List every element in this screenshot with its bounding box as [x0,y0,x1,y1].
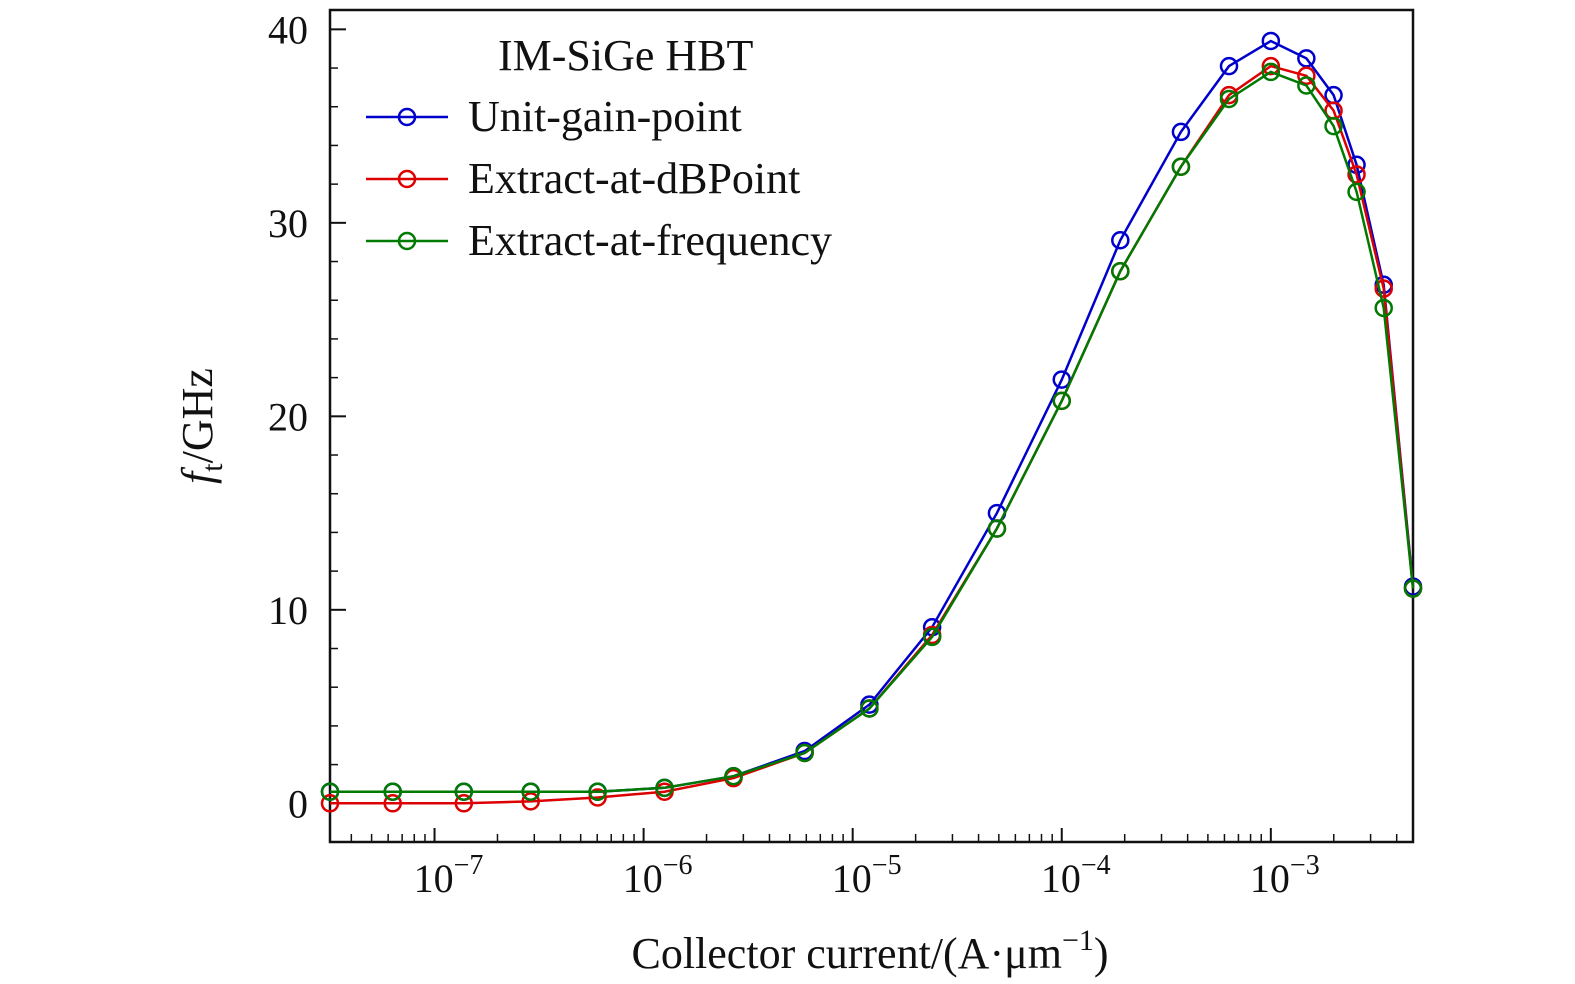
y-tick-label: 0 [288,781,308,826]
series-3-point [1374,298,1393,318]
x-tick-label: 10−7 [414,850,484,901]
series-line-3 [330,70,1415,793]
y-axis-title: ft/GHz [173,368,229,484]
y-tick-label: 40 [268,7,308,52]
series-2-point [1347,165,1366,184]
legend-label-3: Extract-at-frequency [468,216,832,265]
series-3-point [454,782,474,801]
series-1-point [1297,49,1316,68]
x-tick-label-exp: −7 [454,850,484,881]
series-3-point [1261,62,1281,82]
series-3-point [655,778,674,798]
series-2-point [320,794,340,813]
series-2-point [1261,56,1281,76]
series-3-point [1052,391,1072,411]
x-tick-label-base: 10 [1041,856,1081,901]
series-2-point [383,794,402,813]
series-2-point [588,788,607,807]
legend-marker-1 [397,107,417,127]
x-tick-label-base: 10 [414,856,454,901]
series-3-point [1324,116,1343,136]
series-3-point [1347,182,1366,202]
y-axis-title-group: ft/GHz [173,368,229,484]
x-tick-label-base: 10 [1250,856,1290,901]
series-3-point [860,699,879,718]
x-tick-label-base: 10 [832,856,872,901]
series-2-point [454,794,474,813]
series-3-point [588,782,607,801]
series-3-point [320,782,340,801]
x-tick-label: 10−5 [832,850,902,901]
y-tick-label: 20 [268,394,308,439]
x-tick-label-exp: −6 [663,850,693,881]
series-3-point [383,782,402,801]
x-tick-label-exp: −3 [1290,850,1320,881]
y-axis-title-rest: /GHz [173,368,222,463]
series-3-point [1403,579,1423,598]
series-3-point [1219,89,1239,109]
x-tick-label-exp: −4 [1081,850,1111,881]
x-tick-label-exp: −5 [872,850,902,881]
y-tick-label: 10 [268,588,308,633]
major-ticks [330,28,1272,842]
x-tick-label: 10−6 [623,850,693,901]
y-tick-label: 30 [268,201,308,246]
series-2-point [1297,66,1316,86]
series-3-point [1297,76,1316,95]
y-axis-title-sub: t [196,463,229,472]
x-axis-title-close: ) [1094,929,1109,978]
legend-entries: Unit-gain-point Extract-at-dBPoint Extract… [366,92,832,265]
legend-title: IM-SiGe HBT [498,31,754,80]
series-1-point [1111,231,1130,250]
series-3-point [795,743,814,763]
series-3-point [1171,157,1191,176]
x-tick-label: 10−3 [1250,850,1320,901]
series-2-point [521,792,540,811]
x-axis-title-exp: −1 [1062,924,1094,957]
legend-label-2: Extract-at-dBPoint [468,154,800,203]
series-layer [320,31,1423,813]
series-1-point [1261,31,1281,51]
legend-label-1: Unit-gain-point [468,92,742,141]
x-tick-label-base: 10 [623,856,663,901]
series-3-point [922,627,942,647]
legend-marker-3 [397,231,417,251]
series-1-point [1171,122,1191,142]
x-tick-label: 10−4 [1041,850,1111,901]
legend: IM-SiGe HBT Unit-gain-point Extract-at-dB… [366,31,832,265]
series-2-point [1374,279,1393,298]
legend-marker-2 [397,169,417,189]
series-3-point [724,766,743,786]
x-axis-title: Collector current/(A·μm−1) [631,924,1108,978]
series-3-point [1111,261,1130,281]
x-axis-title-main: Collector current/(A·μm [631,929,1061,978]
series-3-point [521,782,540,801]
series-1-point [1052,370,1072,389]
series-3-point [987,519,1007,538]
series-1-point [1219,56,1239,76]
minor-ticks [330,67,1398,842]
